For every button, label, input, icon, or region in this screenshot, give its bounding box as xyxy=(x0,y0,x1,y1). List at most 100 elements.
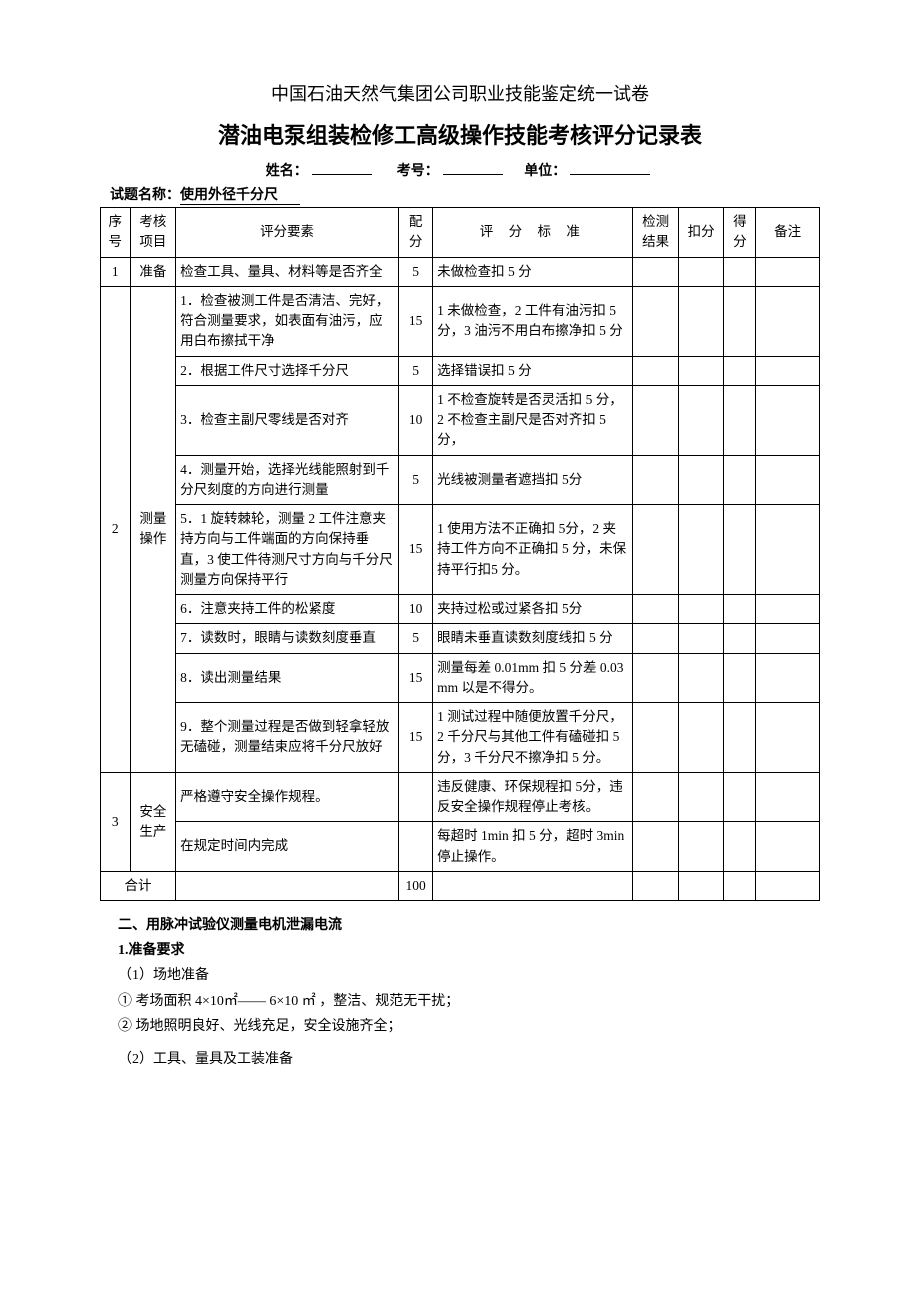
cell-blank xyxy=(724,871,756,900)
footer-p1: （1）场地准备 xyxy=(118,963,820,988)
cell-result xyxy=(633,385,679,455)
th-score: 得分 xyxy=(724,208,756,258)
cell-element: 8．读出测量结果 xyxy=(176,653,399,703)
cell-note xyxy=(756,455,820,505)
cell-standard: 测量每差 0.01mm 扣 5 分差 0.03mm 以是不得分。 xyxy=(433,653,633,703)
cell-note xyxy=(756,257,820,286)
cell-standard: 眼睛未垂直读数刻度线扣 5 分 xyxy=(433,624,633,653)
cell-result xyxy=(633,505,679,595)
cell-blank xyxy=(633,871,679,900)
cell-result xyxy=(633,822,679,872)
cell-item: 准备 xyxy=(130,257,176,286)
footer-l1: ① 考场面积 4×10㎡—— 6×10 ㎡ ，整洁、规范无干扰； xyxy=(118,989,820,1014)
cell-seq: 2 xyxy=(101,286,131,772)
th-result: 检测结果 xyxy=(633,208,679,258)
cell-score xyxy=(724,703,756,773)
subject-line: 试题名称：使用外径千分尺 xyxy=(100,184,820,205)
footer-l2: ② 场地照明良好、光线充足，安全设施齐全； xyxy=(118,1014,820,1039)
cell-points: 10 xyxy=(399,385,433,455)
cell-score xyxy=(724,257,756,286)
cell-result xyxy=(633,653,679,703)
cell-points: 5 xyxy=(399,356,433,385)
cell-score xyxy=(724,385,756,455)
cell-note xyxy=(756,624,820,653)
cell-score xyxy=(724,772,756,822)
cell-deduction xyxy=(678,385,724,455)
table-row: 1 准备 检查工具、量具、材料等是否齐全 5 未做检查扣 5 分 xyxy=(101,257,820,286)
cell-element: 5．1 旋转棘轮，测量 2 工件注意夹持方向与工件端面的方向保持垂直，3 使工件… xyxy=(176,505,399,595)
doc-header: 中国石油天然气集团公司职业技能鉴定统一试卷 xyxy=(100,80,820,106)
cell-element: 1．检查被测工件是否清洁、完好，符合测量要求，如表面有油污，应用白布擦拭干净 xyxy=(176,286,399,356)
cell-result xyxy=(633,703,679,773)
cell-result xyxy=(633,595,679,624)
cell-points: 15 xyxy=(399,653,433,703)
cell-result xyxy=(633,772,679,822)
th-element: 评分要素 xyxy=(176,208,399,258)
cell-score xyxy=(724,286,756,356)
cell-score xyxy=(724,505,756,595)
cell-score xyxy=(724,653,756,703)
footer-section: 二、用脉冲试验仪测量电机泄漏电流 xyxy=(118,913,820,938)
cell-standard: 1 未做检查，2 工件有油污扣 5 分，3 油污不用白布擦净扣 5 分 xyxy=(433,286,633,356)
footer-p2: （2）工具、量具及工装准备 xyxy=(118,1047,820,1072)
table-row: 2 测量操作 1．检查被测工件是否清洁、完好，符合测量要求，如表面有油污，应用白… xyxy=(101,286,820,356)
cell-deduction xyxy=(678,356,724,385)
cell-total-label: 合计 xyxy=(101,871,176,900)
cell-standard: 1 不检查旋转是否灵活扣 5 分，2 不检查主副尺是否对齐扣 5 分， xyxy=(433,385,633,455)
form-line: 姓名： 考号： 单位： xyxy=(100,160,820,180)
table-row: 3．检查主副尺零线是否对齐 10 1 不检查旋转是否灵活扣 5 分，2 不检查主… xyxy=(101,385,820,455)
cell-standard: 违反健康、环保规程扣 5分，违反安全操作规程停止考核。 xyxy=(433,772,633,822)
footer: 二、用脉冲试验仪测量电机泄漏电流 1.准备要求 （1）场地准备 ① 考场面积 4… xyxy=(100,913,820,1072)
unit-blank xyxy=(570,174,650,175)
cell-note xyxy=(756,653,820,703)
table-row: 5．1 旋转棘轮，测量 2 工件注意夹持方向与工件端面的方向保持垂直，3 使工件… xyxy=(101,505,820,595)
cell-standard: 1 使用方法不正确扣 5分，2 夹持工件方向不正确扣 5 分，未保持平行扣5 分… xyxy=(433,505,633,595)
cell-item: 安全生产 xyxy=(130,772,176,871)
cell-points: 10 xyxy=(399,595,433,624)
table-total-row: 合计 100 xyxy=(101,871,820,900)
table-row: 在规定时间内完成 每超时 1min 扣 5 分，超时 3min 停止操作。 xyxy=(101,822,820,872)
cell-points: 5 xyxy=(399,257,433,286)
table-row: 3 安全生产 严格遵守安全操作规程。 违反健康、环保规程扣 5分，违反安全操作规… xyxy=(101,772,820,822)
cell-note xyxy=(756,772,820,822)
doc-title: 潜油电泵组装检修工高级操作技能考核评分记录表 xyxy=(100,118,820,150)
cell-element: 3．检查主副尺零线是否对齐 xyxy=(176,385,399,455)
cell-score xyxy=(724,624,756,653)
cell-element: 在规定时间内完成 xyxy=(176,822,399,872)
table-row: 9．整个测量过程是否做到轻拿轻放无磕碰，测量结束应将千分尺放好 15 1 测试过… xyxy=(101,703,820,773)
th-points: 配分 xyxy=(399,208,433,258)
cell-deduction xyxy=(678,257,724,286)
cell-standard: 光线被测量者遮挡扣 5分 xyxy=(433,455,633,505)
cell-result xyxy=(633,455,679,505)
cell-standard: 夹持过松或过紧各扣 5分 xyxy=(433,595,633,624)
th-seq: 序号 xyxy=(101,208,131,258)
cell-element: 7．读数时，眼睛与读数刻度垂直 xyxy=(176,624,399,653)
cell-score xyxy=(724,822,756,872)
cell-result xyxy=(633,624,679,653)
cell-element: 9．整个测量过程是否做到轻拿轻放无磕碰，测量结束应将千分尺放好 xyxy=(176,703,399,773)
name-blank xyxy=(312,174,372,175)
cell-standard: 未做检查扣 5 分 xyxy=(433,257,633,286)
th-standard: 评 分 标 准 xyxy=(433,208,633,258)
cell-deduction xyxy=(678,653,724,703)
cell-standard: 1 测试过程中随便放置千分尺，2 千分尺与其他工件有磕碰扣 5 分，3 千分尺不… xyxy=(433,703,633,773)
table-row: 2．根据工件尺寸选择千分尺 5 选择错误扣 5 分 xyxy=(101,356,820,385)
exam-blank xyxy=(443,174,503,175)
table-row: 4．测量开始，选择光线能照射到千分尺刻度的方向进行测量 5 光线被测量者遮挡扣 … xyxy=(101,455,820,505)
unit-label: 单位： xyxy=(524,164,566,179)
exam-label: 考号： xyxy=(397,164,439,179)
cell-note xyxy=(756,385,820,455)
cell-note xyxy=(756,595,820,624)
cell-note xyxy=(756,505,820,595)
cell-deduction xyxy=(678,455,724,505)
name-label: 姓名： xyxy=(266,164,308,179)
subject-label: 试题名称： xyxy=(110,188,180,203)
th-note: 备注 xyxy=(756,208,820,258)
cell-points: 5 xyxy=(399,624,433,653)
cell-note xyxy=(756,356,820,385)
cell-note xyxy=(756,822,820,872)
cell-element: 4．测量开始，选择光线能照射到千分尺刻度的方向进行测量 xyxy=(176,455,399,505)
cell-deduction xyxy=(678,286,724,356)
cell-result xyxy=(633,257,679,286)
cell-deduction xyxy=(678,505,724,595)
